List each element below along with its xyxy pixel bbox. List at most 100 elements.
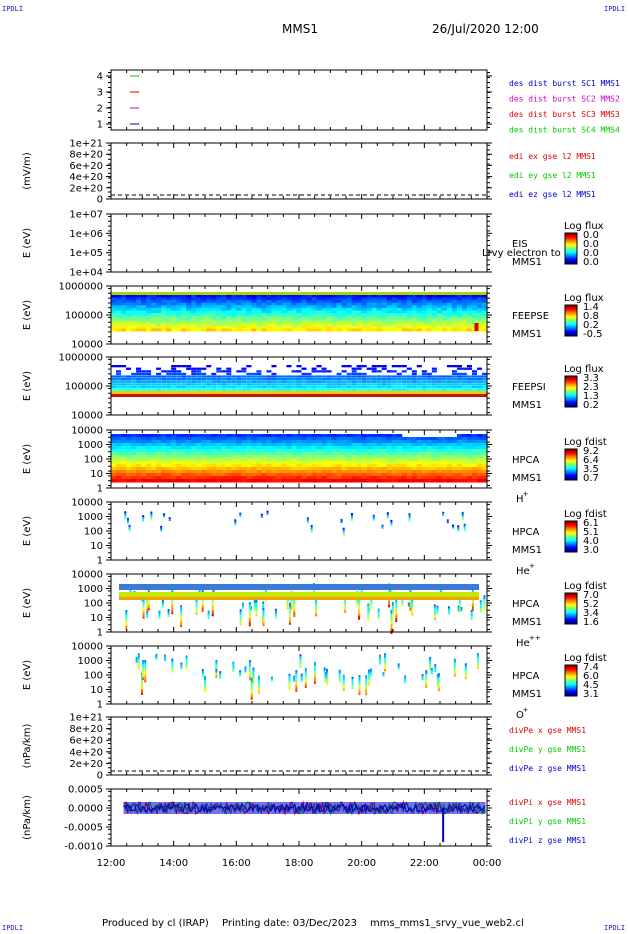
heat-cell [239, 621, 242, 624]
heat-cell [171, 313, 177, 317]
heat-cell [451, 320, 458, 324]
heat-cell [126, 307, 132, 311]
heat-cell [186, 473, 192, 477]
heat-cell [181, 325, 187, 329]
heat-cell [371, 473, 378, 477]
heat-cell [141, 664, 144, 667]
colorbar-band [565, 677, 577, 679]
heat-cell [288, 618, 291, 621]
heat-cell [408, 515, 411, 518]
colorbar-band [565, 395, 577, 397]
heat-cell [221, 378, 227, 381]
heat-cell [406, 320, 413, 324]
heat-cell [196, 375, 202, 378]
heat-cell [296, 300, 303, 304]
heat-cell [376, 385, 382, 389]
heat-cell [426, 380, 432, 383]
heat-cell [250, 679, 253, 682]
heat-cell [310, 529, 313, 532]
heat-cell [296, 380, 302, 383]
heat-cell [251, 455, 257, 459]
heat-cell [274, 612, 277, 615]
heat-cell [185, 667, 188, 670]
heat-cell [239, 514, 242, 517]
heat-cell [252, 667, 255, 670]
heat-cell [195, 604, 198, 607]
heat-cell [216, 297, 222, 301]
heat-cell [146, 375, 152, 378]
heat-cell [161, 375, 167, 378]
heat-cell [378, 662, 381, 665]
heat-cell [116, 307, 122, 311]
heat-cell [255, 614, 258, 617]
heat-cell [151, 328, 157, 332]
heat-cell [150, 515, 153, 518]
heat-cell [381, 310, 388, 314]
heat-cell [276, 318, 282, 322]
heat-cell [171, 608, 174, 611]
heat-cell [191, 320, 197, 324]
heat-cell [314, 677, 317, 680]
heat-cell [342, 674, 345, 677]
legend-entry: divPe x gse MMS1 [509, 726, 586, 735]
ytick-label: 100 [84, 455, 103, 466]
heat-cell [231, 464, 237, 468]
heat-cell [171, 452, 177, 456]
heat-cell [261, 461, 267, 465]
heat-cell [411, 300, 418, 304]
heat-cell [286, 602, 289, 605]
heat-cell [321, 437, 328, 441]
heat-cell [446, 388, 452, 391]
heat-cell [407, 602, 410, 605]
heat-cell [166, 323, 172, 327]
heat-cell [416, 295, 423, 299]
heat-cell [395, 604, 398, 607]
heat-cell [221, 370, 227, 373]
heat-cell [351, 380, 357, 383]
heat-cell [459, 609, 462, 612]
heat-cell [356, 458, 363, 462]
heat-cell [171, 370, 177, 373]
heat-cell [301, 367, 307, 370]
heat-cell [196, 370, 202, 373]
heat-cell [146, 458, 152, 462]
legend-entry: des dist burst SC1 MMS1 [509, 79, 620, 88]
heat-cell [311, 446, 318, 450]
heat-cell [376, 297, 383, 301]
heat-cell [128, 524, 131, 527]
heat-cell [476, 655, 479, 658]
heat-cell [366, 383, 372, 386]
heat-cell [351, 676, 354, 679]
heat-cell [156, 458, 162, 462]
heat-cell [416, 458, 423, 462]
heat-cell [426, 470, 433, 474]
ytick-label: 1000000 [58, 353, 103, 364]
heat-cell [356, 328, 363, 332]
heat-cell [306, 313, 313, 317]
colorbar-band [565, 620, 577, 622]
heat-cell [241, 464, 247, 468]
heat-cell [126, 446, 132, 450]
heat-cell [256, 370, 262, 373]
heat-cell [395, 606, 398, 609]
heat-cell [288, 620, 291, 623]
species-label: He [516, 638, 530, 649]
heat-cell [216, 302, 222, 306]
heat-cell [395, 618, 398, 621]
heat-cell [180, 662, 183, 665]
heat-cell [426, 476, 433, 480]
heat-cell [236, 310, 242, 314]
colorbar-band [565, 323, 577, 325]
heat-cell [271, 313, 277, 317]
heat-cell [386, 310, 393, 314]
heat-cell [246, 318, 252, 322]
heat-cell [271, 467, 277, 471]
heat-cell [176, 476, 182, 480]
colorbar-tick: 6.0 [583, 671, 599, 682]
heat-cell [125, 613, 128, 616]
heat-cell [191, 370, 197, 373]
heat-cell [446, 467, 453, 471]
heat-cell [315, 604, 318, 607]
heat-cell [321, 380, 327, 383]
heat-cell [441, 476, 448, 480]
